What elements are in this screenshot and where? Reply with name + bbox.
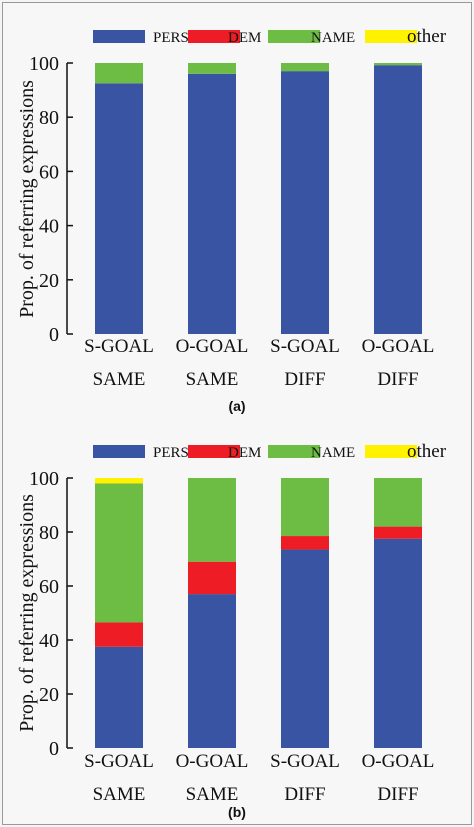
- panelb-x-tick-label-1-line2: SAME: [93, 784, 146, 805]
- panela-y-tick-label-0: 0: [49, 324, 59, 346]
- panelb-x-tick-label-2-line2: SAME: [186, 784, 239, 805]
- panela-bar-pers-3: [281, 71, 329, 334]
- panelb-bar-other-1: [95, 478, 143, 484]
- panelb-y-tick-label-20: 20: [39, 684, 59, 706]
- panelb-x-tick-label-1-line1: S-GOAL: [84, 751, 154, 772]
- panela-legend-label-pers: PERS: [153, 30, 189, 46]
- panelb-y-tick-label-100: 100: [29, 468, 59, 490]
- panela-x-tick-label-4-line2: DIFF: [377, 369, 418, 390]
- panela-legend-swatch-other: [365, 30, 417, 43]
- panelb-y-tick-label-0: 0: [49, 738, 59, 760]
- panelb-bar-dem-3: [281, 536, 329, 550]
- panelb-bar-pers-4: [374, 538, 422, 748]
- panela-bar-name-3: [281, 63, 329, 72]
- panela-x-tick-label-4-line1: O-GOAL: [362, 336, 435, 357]
- panela-x-tick-label-1-line1: S-GOAL: [84, 336, 154, 357]
- panelb-legend-label-dem: DEM: [228, 445, 261, 461]
- panela-x-tick-label-3-line2: DIFF: [284, 369, 325, 390]
- panela-bar-pers-2: [188, 73, 236, 334]
- panelb-bar-name-2: [188, 478, 236, 562]
- panela-y-tick-label-20: 20: [39, 270, 59, 292]
- panelb-y-axis-label: Prop. of referring expressions: [16, 494, 38, 732]
- panela-legend-swatch-pers: [93, 30, 145, 43]
- panelb-bar-dem-4: [374, 526, 422, 539]
- panelb-legend-label-other: other: [407, 441, 447, 462]
- panela-y-tick-label-100: 100: [29, 53, 59, 75]
- panelb-legend-label-pers: PERS: [153, 445, 189, 461]
- panela-bar-name-2: [188, 63, 236, 74]
- panela-y-tick-label-40: 40: [39, 216, 59, 238]
- panela-bar-pers-4: [374, 65, 422, 334]
- panelb-y-tick-label-60: 60: [39, 576, 59, 598]
- panela-bar-pers-1: [95, 83, 143, 334]
- panelb-x-tick-label-4-line2: DIFF: [377, 784, 418, 805]
- panela-legend-swatch-dem: [188, 30, 240, 43]
- panela-legend-label-dem: DEM: [228, 30, 261, 46]
- panelb-x-tick-label-3-line2: DIFF: [284, 784, 325, 805]
- panelb-y-tick-label-80: 80: [39, 522, 59, 544]
- panelb-legend-label-name: NAME: [311, 445, 355, 461]
- panela-y-tick-label-60: 60: [39, 161, 59, 183]
- panelb-x-tick-label-4-line1: O-GOAL: [362, 751, 435, 772]
- panelb-y-tick-label-40: 40: [39, 630, 59, 652]
- panelb-bar-pers-1: [95, 646, 143, 748]
- panela-legend-label-other: other: [407, 26, 447, 47]
- panelb-bar-dem-2: [188, 561, 236, 595]
- panela-legend-swatch-name: [268, 30, 320, 43]
- panela-y-tick-label-80: 80: [39, 107, 59, 129]
- panela-x-tick-label-2-line2: SAME: [186, 369, 239, 390]
- panela-bar-name-4: [374, 63, 422, 66]
- panelb-legend-swatch-name: [268, 445, 320, 458]
- panelb-legend-swatch-pers: [93, 445, 145, 458]
- panelb-bar-name-3: [281, 478, 329, 537]
- panelb-legend-swatch-dem: [188, 445, 240, 458]
- panelb-x-tick-label-2-line1: O-GOAL: [176, 751, 249, 772]
- panela-bar-name-1: [95, 63, 143, 84]
- panela-y-axis-label: Prop. of referring expressions: [16, 80, 38, 318]
- panelb-bar-pers-2: [188, 594, 236, 748]
- panelb-bar-pers-3: [281, 549, 329, 748]
- chart-svg: PERS DEM NAME other 0 20 40 60 80 100 Prop. of ref…: [16, 26, 447, 820]
- panelb-x-tick-label-3-line1: S-GOAL: [270, 751, 340, 772]
- panelb-bar-dem-1: [95, 622, 143, 647]
- panelb-bar-name-4: [374, 478, 422, 527]
- panela-x-tick-label-1-line2: SAME: [93, 369, 146, 390]
- panelb-label: (b): [228, 804, 246, 820]
- panela-x-tick-label-3-line1: S-GOAL: [270, 336, 340, 357]
- panela-legend-label-name: NAME: [311, 30, 355, 46]
- panela-label: (a): [228, 398, 245, 414]
- panelb-bar-name-1: [95, 483, 143, 623]
- panelb-legend-swatch-other: [365, 445, 417, 458]
- panela-x-tick-label-2-line1: O-GOAL: [176, 336, 249, 357]
